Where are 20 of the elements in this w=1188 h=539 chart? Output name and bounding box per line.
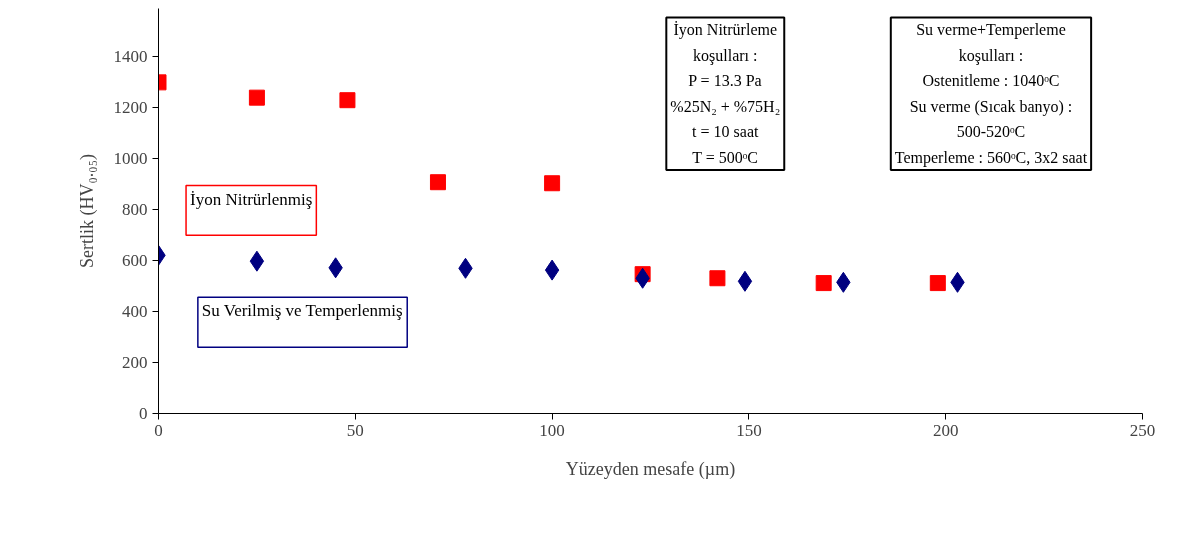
x-tick-label: 0 [154,420,163,440]
y-tick-label: 200 [122,353,148,373]
y-tick-label: 1400 [113,47,148,67]
annotation: İyon Nitrürleme koşulları : P = 13.3 Pa %25N₂ + %75H₂ t = 10 saat T = 500ᵒC [670,21,781,166]
y-tick-label: 1000 [113,149,148,169]
x-tick-label: 50 [346,420,364,440]
x-tick-label: 250 [1129,420,1156,440]
annotation: Su verme+Temperleme koşulları : Ostenitleme : 1040ᵒC Su verme (Sıcak banyo) : 500-520ᵒC Temperleme : 560ᵒC, 3x2 saat [894,21,1088,167]
x-tick-label: 200 [932,420,959,440]
x-tick-label: 100 [539,420,565,440]
y-tick-label: 800 [122,200,148,220]
text: Su Verilmiş ve Temperlenmiş [201,301,403,321]
y-tick-label: 1200 [113,98,148,118]
y-tick-label: 0 [139,404,148,423]
x-tick-label: 150 [736,420,762,440]
text: İyon Nitrürlenmiş [190,189,313,209]
y-tick-label: 600 [122,251,148,271]
y-tick-label: 400 [122,302,148,322]
x-axis-title: Yüzeyden mesafe (µm) [565,458,736,480]
y-axis-title: Sertlik (HV₀.₀₅) [76,154,98,268]
